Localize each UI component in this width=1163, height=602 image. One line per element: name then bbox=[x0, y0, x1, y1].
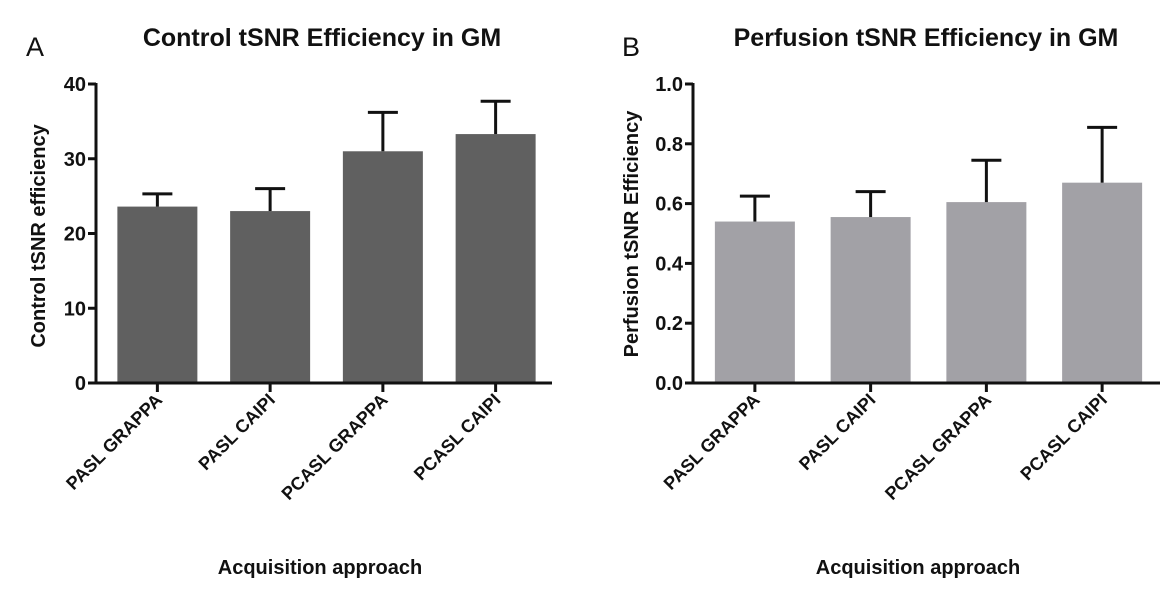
bar bbox=[714, 221, 795, 383]
bar bbox=[1062, 182, 1143, 383]
y-tick-label: 0.2 bbox=[655, 313, 683, 335]
panel-letter: B bbox=[622, 32, 640, 62]
x-tick-label: PASL CAIPI bbox=[195, 390, 279, 474]
x-tick-label: PCASL CAIPI bbox=[1016, 390, 1111, 485]
bar bbox=[342, 151, 423, 383]
bar bbox=[117, 206, 198, 383]
y-tick-label: 0 bbox=[75, 373, 86, 395]
x-tick-label: PCASL CAIPI bbox=[410, 390, 505, 485]
x-axis-title: Acquisition approach bbox=[816, 557, 1020, 579]
panel-b: B Perfusion tSNR Efficiency in GM Perfus… bbox=[621, 24, 1160, 579]
y-tick-label: 30 bbox=[64, 149, 86, 171]
y-tick-label: 0.6 bbox=[655, 194, 683, 216]
y-tick-label: 10 bbox=[64, 298, 86, 320]
y-axis-title: Control tSNR efficiency bbox=[28, 123, 50, 347]
chart-title: Control tSNR Efficiency in GM bbox=[143, 24, 501, 52]
panel-a: A Control tSNR Efficiency in GM Control … bbox=[26, 24, 552, 579]
y-tick-label: 20 bbox=[64, 224, 86, 246]
y-tick-label: 1.0 bbox=[655, 74, 683, 96]
x-tick-label: PASL CAIPI bbox=[795, 390, 879, 474]
y-tick-label: 0.4 bbox=[655, 253, 684, 275]
y-tick-label: 0.0 bbox=[655, 373, 683, 395]
y-tick-label: 0.8 bbox=[655, 134, 683, 156]
y-tick-label: 40 bbox=[64, 74, 86, 96]
bar bbox=[455, 134, 536, 383]
x-tick-label: PCASL GRAPPA bbox=[278, 390, 392, 504]
bar bbox=[830, 217, 911, 383]
x-axis-title: Acquisition approach bbox=[218, 557, 422, 579]
x-tick-label: PCASL GRAPPA bbox=[881, 390, 995, 504]
chart-title: Perfusion tSNR Efficiency in GM bbox=[734, 24, 1119, 52]
y-axis-title: Perfusion tSNR Efficiency bbox=[621, 110, 643, 358]
bar bbox=[946, 202, 1027, 383]
bar bbox=[230, 211, 311, 383]
x-tick-label: PASL GRAPPA bbox=[660, 390, 764, 494]
x-tick-label: PASL GRAPPA bbox=[62, 390, 166, 494]
panel-letter: A bbox=[26, 32, 44, 62]
